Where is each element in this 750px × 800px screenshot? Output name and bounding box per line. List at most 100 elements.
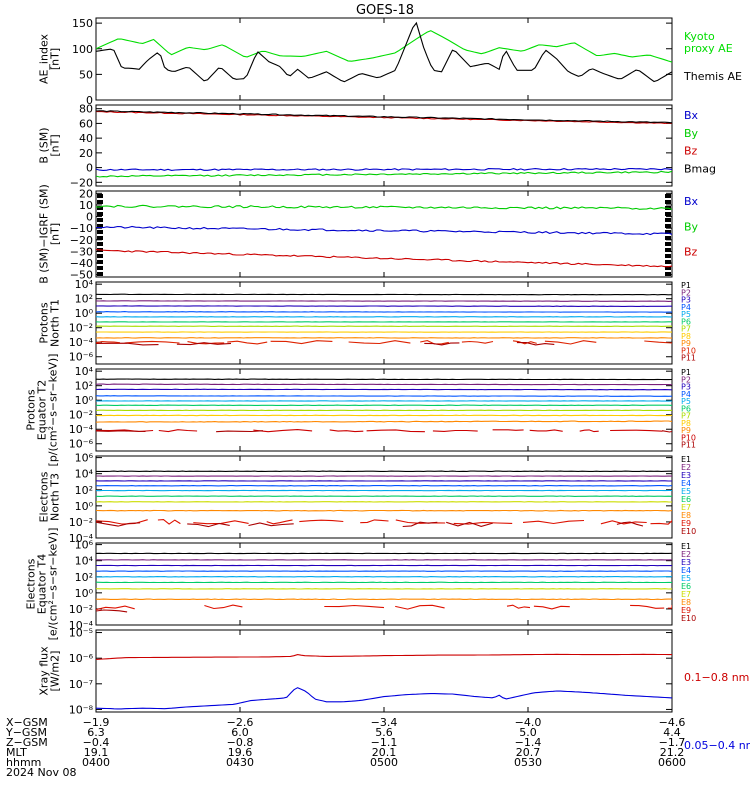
y-tick-label: −20 [70, 234, 93, 247]
legend-p9: P9 [681, 426, 691, 435]
y-tick-label: 10⁻⁶ [69, 351, 94, 364]
legend-e2: E2 [681, 463, 691, 472]
series-line-e9 [157, 519, 181, 525]
y-tick-label: 10⁻⁶ [69, 438, 94, 451]
footer-value: 6.3 [87, 726, 105, 739]
panel-frame [95, 455, 673, 539]
y-axis-label: Protons [38, 302, 51, 343]
footer-value: 4.4 [663, 726, 681, 739]
series-line-p10 [124, 340, 180, 344]
y-axis-label: Protons [25, 389, 38, 430]
legend-e4: E4 [681, 566, 691, 575]
y-axis-label: Xray flux [38, 646, 51, 696]
footer-value: −1.4 [515, 736, 542, 749]
legend-bx: Bx [684, 109, 699, 122]
y-tick-label: 10⁻⁶ [69, 652, 94, 665]
series-line-bx [96, 225, 672, 236]
edge-marker [665, 212, 671, 216]
legend-e4: E4 [681, 479, 691, 488]
series-line-p11 [176, 342, 232, 346]
y-tick-label: −20 [70, 176, 93, 189]
series-line-p3 [96, 305, 672, 307]
series-line-kyoto-proxy-ae [96, 30, 672, 63]
legend-e10: E10 [681, 527, 696, 536]
series-line-p11 [424, 342, 460, 346]
legend-e5: E5 [681, 487, 691, 496]
series-line-p4 [96, 311, 672, 313]
series-group [96, 204, 672, 268]
footer-row-label: X−GSM [6, 716, 48, 729]
series-line-p10 [187, 341, 225, 345]
footer-value: 0500 [370, 756, 398, 769]
series-line-p11 [96, 430, 146, 433]
series-group [96, 653, 672, 710]
series-line-p10 [544, 340, 597, 345]
series-line-e9 [299, 519, 344, 523]
edge-marker [665, 236, 671, 240]
series-line-e10 [402, 521, 438, 528]
legend-e7: E7 [681, 590, 691, 599]
y-axis-label: [e/(cm²−s−sr−keV)] [47, 528, 60, 641]
series-line-p10 [512, 340, 537, 345]
y-axis-label: B (SM)−IGRF (SM) [38, 184, 51, 284]
legend-p3: P3 [681, 383, 691, 392]
series-line-e9 [650, 520, 672, 525]
series-line-bmag [96, 110, 672, 124]
y-tick-label: 10⁴ [75, 365, 94, 378]
y-tick-label: 10⁻⁵ [69, 627, 93, 640]
y-axis-label: Equator T4 [36, 554, 49, 614]
edge-marker [97, 224, 103, 228]
y-tick-label: 10⁻² [69, 409, 93, 422]
y-tick-label: 10⁻⁴ [69, 619, 94, 632]
panel-8: 10⁻⁵ 10⁻⁶ 10⁻⁷ 10⁻⁸ Xray flux[W/m2] 0.1−0.8 n… [38, 627, 750, 752]
legend-p10: P10 [681, 433, 696, 442]
edge-marker [97, 260, 103, 264]
y-tick-label: 100 [72, 43, 93, 56]
footer-row-label: hhmm [6, 756, 41, 769]
series-group [96, 552, 672, 613]
legend-p4: P4 [681, 390, 691, 399]
legend-e6: E6 [681, 582, 691, 591]
legend-e6: E6 [681, 495, 691, 504]
y-tick-label: 10⁰ [75, 587, 94, 600]
edge-marker [97, 236, 103, 240]
legend-p9: P9 [681, 339, 691, 348]
edge-marker [97, 272, 103, 276]
y-axis-label: [W/m2] [49, 651, 62, 692]
series-line-e10 [96, 609, 128, 613]
series-line-p10 [253, 429, 313, 433]
legend-e8: E8 [681, 598, 691, 607]
series-line-p10 [366, 429, 425, 433]
footer-value: 19.6 [228, 746, 253, 759]
series-line-0-1-0-8-nm [96, 653, 672, 661]
legend-p8: P8 [681, 419, 691, 428]
series-line-p10 [579, 429, 599, 433]
y-tick-label: 150 [72, 17, 93, 30]
y-tick-label: −40 [70, 257, 93, 270]
series-line-by [96, 204, 672, 210]
series-line-p1 [96, 293, 672, 296]
series-line-e9 [453, 521, 513, 525]
series-line-p8 [96, 414, 672, 417]
footer-value: 0430 [226, 756, 254, 769]
y-tick-label: 10⁶ [75, 452, 94, 465]
edge-marker [665, 248, 671, 252]
y-tick-label: 0 [86, 94, 93, 107]
footer-value: −3.4 [371, 716, 398, 729]
series-line-e10 [96, 521, 141, 527]
edge-marker [97, 194, 103, 198]
y-tick-label: 10⁴ [75, 278, 94, 291]
edge-marker [97, 242, 103, 246]
edge-marker [97, 254, 103, 258]
legend-p11: P11 [681, 354, 696, 363]
series-line-p11 [516, 342, 555, 346]
edge-marker [97, 230, 103, 234]
legend-p1: P1 [681, 281, 691, 290]
legend-bmag: Bmag [684, 162, 716, 175]
series-line-e9 [506, 604, 531, 609]
series-line-bx [96, 168, 672, 171]
footer-value: −2.6 [227, 716, 254, 729]
y-tick-label: 10⁰ [75, 394, 94, 407]
